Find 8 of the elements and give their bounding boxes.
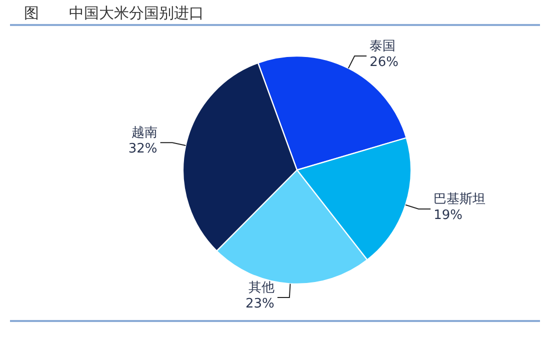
data-label: 32% [128, 142, 158, 157]
slice-label: 巴基斯坦 [434, 192, 486, 208]
slice-label: 越南 [131, 126, 158, 141]
data-label: 26% [370, 55, 398, 70]
slice-label: 其他 [248, 280, 274, 296]
data-label: 23% [246, 296, 274, 312]
data-label: 19% [434, 208, 462, 224]
slice-label: 泰国 [370, 39, 396, 54]
